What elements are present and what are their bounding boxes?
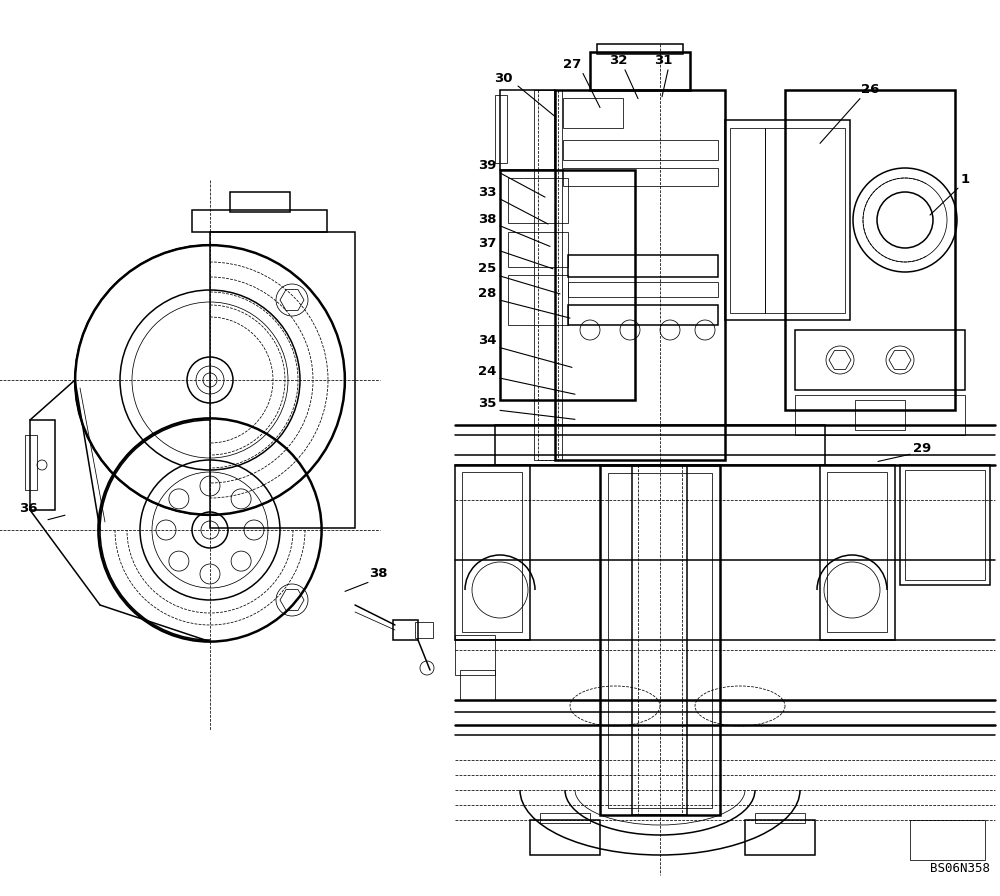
- Bar: [905, 470, 985, 580]
- Bar: [600, 465, 720, 815]
- Bar: [500, 90, 555, 170]
- Text: 38: 38: [369, 567, 387, 580]
- Text: 27: 27: [563, 58, 581, 71]
- Text: 31: 31: [654, 55, 672, 67]
- Bar: [230, 192, 290, 212]
- Bar: [755, 813, 805, 823]
- Bar: [725, 120, 850, 320]
- Bar: [460, 670, 495, 700]
- Circle shape: [156, 520, 176, 540]
- Bar: [508, 178, 568, 223]
- Bar: [555, 90, 725, 460]
- Bar: [25, 435, 37, 490]
- Bar: [540, 813, 590, 823]
- Text: 34: 34: [478, 334, 496, 347]
- Bar: [900, 465, 990, 585]
- Bar: [530, 820, 600, 855]
- Bar: [415, 622, 433, 638]
- Bar: [393, 620, 418, 640]
- Text: 1: 1: [960, 173, 970, 185]
- Bar: [455, 465, 530, 640]
- Circle shape: [200, 476, 220, 496]
- Bar: [745, 820, 815, 855]
- Bar: [820, 465, 895, 640]
- Circle shape: [200, 564, 220, 584]
- Text: 28: 28: [478, 288, 496, 300]
- Bar: [563, 168, 718, 186]
- Bar: [210, 232, 355, 528]
- Text: 30: 30: [494, 73, 512, 85]
- Text: 29: 29: [913, 442, 931, 454]
- Circle shape: [231, 489, 251, 509]
- Bar: [30, 420, 55, 510]
- Text: 35: 35: [478, 397, 496, 409]
- Bar: [795, 395, 965, 435]
- Text: 32: 32: [609, 55, 627, 67]
- Bar: [568, 255, 718, 277]
- Circle shape: [169, 551, 189, 571]
- Bar: [538, 90, 558, 460]
- Bar: [568, 282, 718, 297]
- Bar: [534, 90, 562, 460]
- Bar: [500, 170, 635, 400]
- Text: 36: 36: [19, 502, 37, 514]
- Bar: [462, 472, 522, 632]
- Bar: [785, 90, 955, 410]
- Circle shape: [169, 489, 189, 509]
- Bar: [495, 425, 825, 465]
- Bar: [508, 232, 568, 267]
- Bar: [730, 128, 765, 313]
- Bar: [597, 44, 683, 54]
- Text: 39: 39: [478, 159, 496, 172]
- Text: BS06N358: BS06N358: [930, 862, 990, 875]
- Text: 38: 38: [478, 213, 496, 226]
- Text: 25: 25: [478, 263, 496, 275]
- Bar: [765, 128, 845, 313]
- Bar: [638, 465, 682, 815]
- Bar: [608, 473, 712, 808]
- Bar: [568, 305, 718, 325]
- Text: 37: 37: [478, 237, 496, 250]
- Bar: [855, 400, 905, 430]
- Bar: [910, 820, 985, 860]
- Bar: [455, 635, 495, 675]
- Circle shape: [244, 520, 264, 540]
- Bar: [192, 210, 327, 232]
- Bar: [563, 98, 623, 128]
- Text: 33: 33: [478, 186, 496, 199]
- Circle shape: [231, 551, 251, 571]
- Text: 26: 26: [861, 83, 879, 96]
- Text: 24: 24: [478, 366, 496, 378]
- Bar: [795, 330, 965, 390]
- Bar: [827, 472, 887, 632]
- Bar: [590, 52, 690, 90]
- Bar: [632, 465, 687, 815]
- Bar: [508, 275, 568, 325]
- Bar: [495, 95, 507, 163]
- Bar: [563, 140, 718, 160]
